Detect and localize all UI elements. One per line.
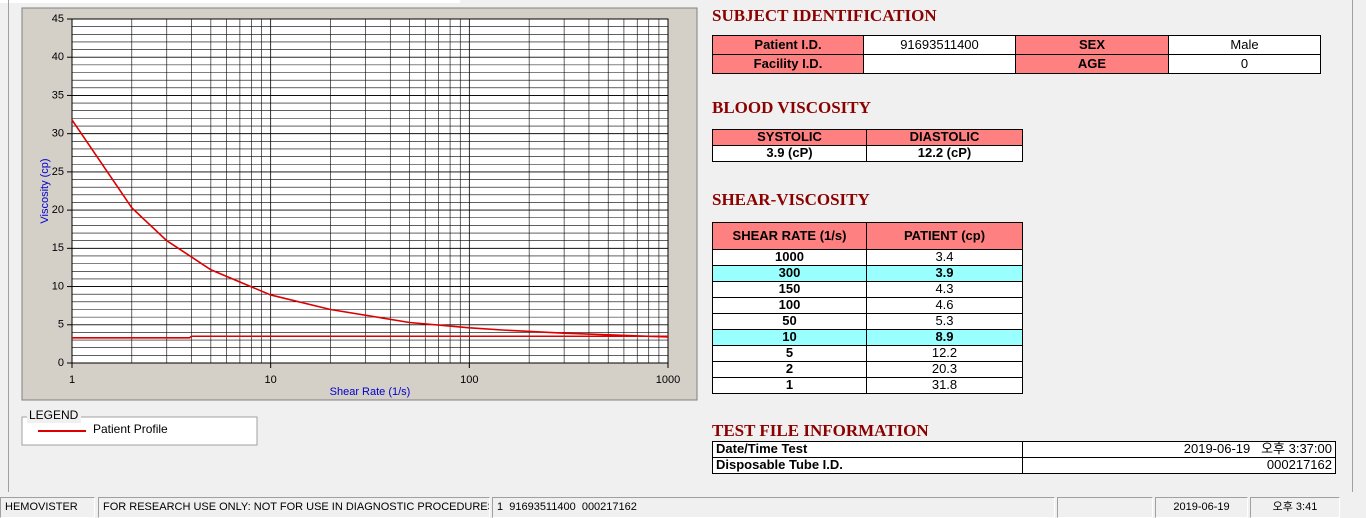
section-title: TEST FILE INFORMATION — [712, 421, 929, 440]
y-tick-label: 30 — [52, 128, 64, 140]
y-tick-label: 10 — [52, 280, 64, 292]
x-tick-label: 100 — [460, 374, 478, 386]
status-cell: HEMOVISTER — [0, 497, 95, 518]
y-tick-label: 35 — [52, 89, 64, 101]
shear-rate: 10 — [712, 329, 867, 346]
patient-viscosity: 4.6 — [866, 297, 1023, 314]
data-line — [71, 119, 669, 338]
field-value: 000217162 — [1022, 457, 1336, 474]
y-tick-label: 25 — [52, 166, 64, 178]
field-label: SEX — [1015, 35, 1169, 55]
column-header: PATIENT (cp) — [866, 222, 1023, 250]
shear-rate: 300 — [712, 265, 867, 282]
panel-border — [8, 0, 9, 492]
patient-viscosity: 3.4 — [866, 249, 1023, 266]
x-tick-label: 10 — [265, 374, 277, 386]
column-header: SYSTOLIC — [712, 129, 867, 146]
status-cell — [1057, 497, 1153, 518]
status-cell: FOR RESEARCH USE ONLY: NOT FOR USE IN DI… — [98, 497, 490, 518]
y-tick-label: 5 — [58, 319, 64, 331]
patient-viscosity: 8.9 — [866, 329, 1023, 346]
legend-title: LEGEND — [29, 408, 79, 422]
field-value: 0 — [1168, 54, 1321, 74]
plot-border — [71, 18, 669, 364]
column-header: SHEAR RATE (1/s) — [712, 222, 867, 250]
field-label: Date/Time Test — [712, 441, 1023, 458]
x-tick-label: 1 — [69, 374, 75, 386]
column-header: DIASTOLIC — [866, 129, 1023, 146]
y-tick-label: 20 — [52, 204, 64, 216]
shear-rate: 100 — [712, 297, 867, 314]
y-tick-label: 0 — [58, 357, 64, 369]
top-strip — [0, 0, 460, 3]
legend-label: Patient Profile — [93, 422, 168, 436]
chart: Shear Rate (1/s) Viscosity (cp) LEGEND 0… — [21, 7, 698, 446]
field-label: AGE — [1015, 54, 1169, 74]
x-tick-label: 1000 — [656, 374, 680, 386]
section-title: SUBJECT IDENTIFICATION — [712, 6, 937, 25]
y-tick-label: 15 — [52, 242, 64, 254]
y-tick-label: 40 — [52, 51, 64, 63]
shear-rate: 5 — [712, 345, 867, 362]
field-value: Male — [1168, 35, 1321, 55]
plot-area — [72, 19, 668, 363]
data-line — [72, 335, 668, 339]
patient-viscosity: 5.3 — [866, 313, 1023, 330]
field-label: Facility I.D. — [712, 54, 864, 74]
shear-rate: 50 — [712, 313, 867, 330]
field-label: Disposable Tube I.D. — [712, 457, 1023, 474]
status-cell: 2019-06-19 — [1155, 497, 1248, 518]
section-title: BLOOD VISCOSITY — [712, 98, 871, 117]
status-cell: 오후 3:41 — [1250, 497, 1340, 518]
shear-rate: 1000 — [712, 249, 867, 266]
panel-border — [1352, 0, 1353, 492]
section-title: SHEAR-VISCOSITY — [712, 190, 870, 209]
legend-title-bg — [27, 409, 81, 423]
viscosity-value: 12.2 (cP) — [866, 145, 1023, 162]
x-axis-label: Shear Rate (1/s) — [330, 386, 411, 398]
field-value: 91693511400 — [863, 35, 1016, 55]
patient-viscosity: 4.3 — [866, 281, 1023, 298]
shear-rate: 1 — [712, 377, 867, 394]
field-value — [863, 54, 1016, 74]
viscosity-value: 3.9 (cP) — [712, 145, 867, 162]
patient-viscosity: 12.2 — [866, 345, 1023, 362]
field-label: Patient I.D. — [712, 35, 864, 55]
patient-viscosity: 31.8 — [866, 377, 1023, 394]
status-cell: 1 91693511400 000217162 — [492, 497, 1055, 518]
patient-viscosity: 3.9 — [866, 265, 1023, 282]
y-axis-label: Viscosity (cp) — [39, 158, 51, 223]
y-tick-label: 45 — [52, 13, 64, 25]
shear-rate: 150 — [712, 281, 867, 298]
field-value: 2019-06-19 오후 3:37:00 — [1022, 441, 1336, 458]
shear-rate: 2 — [712, 361, 867, 378]
patient-viscosity: 20.3 — [866, 361, 1023, 378]
